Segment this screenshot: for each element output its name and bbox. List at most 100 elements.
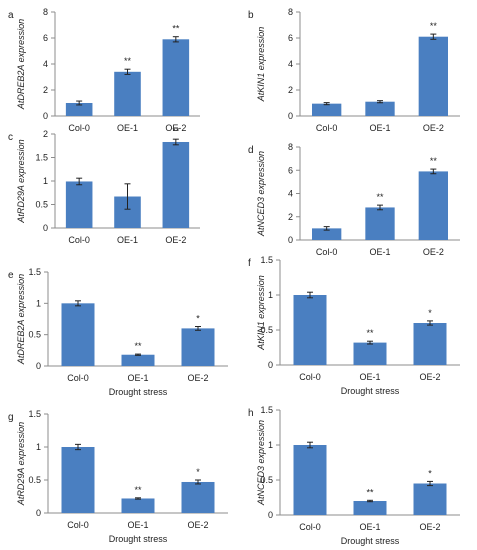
x-axis-label: Drought stress [341,386,400,396]
panel-label: d [248,145,254,156]
y-tick-label: 0 [288,111,293,121]
bar [65,103,93,116]
significance-label: * [196,467,200,477]
bar [365,101,395,116]
significance-label: ** [172,126,180,136]
panel-label: h [248,408,254,419]
x-tick-label: OE-1 [117,235,138,245]
significance-label: * [428,468,432,478]
bar [312,228,342,240]
bar [61,447,95,513]
y-axis-label: AtRD29A expression [16,422,26,506]
x-tick-label: OE-1 [127,520,148,530]
bar [181,481,215,513]
x-tick-label: Col-0 [299,522,321,532]
significance-label: * [196,314,200,324]
y-tick-label: 0.5 [260,325,273,335]
bar [365,207,395,240]
x-axis-label: Drought stress [109,534,168,544]
bar [114,71,141,116]
bar [293,295,327,365]
x-tick-label: OE-2 [187,520,208,530]
panel-label: f [248,258,251,269]
x-tick-label: Col-0 [316,247,338,257]
bar [293,445,327,515]
y-axis-label: AtNCED3 expression [256,151,266,237]
y-tick-label: 0 [36,361,41,371]
x-tick-label: Col-0 [68,235,90,245]
significance-label: ** [134,485,142,495]
bar [418,36,448,117]
x-tick-label: Col-0 [67,520,89,530]
bar [162,141,190,228]
x-tick-label: Col-0 [316,123,338,133]
y-tick-label: 0 [43,111,48,121]
y-tick-label: 4 [288,59,293,69]
significance-label: ** [172,24,180,34]
significance-label: ** [134,341,142,351]
y-tick-label: 1 [43,176,48,186]
y-tick-label: 6 [288,165,293,175]
y-tick-label: 2 [288,212,293,222]
bar [121,498,155,513]
y-tick-label: 1 [36,298,41,308]
y-tick-label: 0.5 [28,475,41,485]
panel-label: c [8,132,13,143]
bar [121,354,155,366]
significance-label: ** [430,156,438,166]
y-tick-label: 1.5 [260,255,273,265]
bar [162,39,190,116]
x-tick-label: Col-0 [68,123,90,133]
y-tick-label: 6 [288,33,293,43]
x-tick-label: OE-1 [369,123,390,133]
bar [61,303,95,366]
y-tick-label: 1 [268,290,273,300]
y-tick-label: 0 [288,235,293,245]
bar [312,103,342,116]
y-tick-label: 0.5 [35,200,48,210]
x-tick-label: OE-2 [165,123,186,133]
x-tick-label: OE-2 [165,235,186,245]
y-tick-label: 0.5 [260,475,273,485]
y-tick-label: 1.5 [28,267,41,277]
significance-label: ** [124,56,132,66]
panel-label: g [8,412,14,423]
y-tick-label: 1 [268,440,273,450]
y-axis-label: AtNCED3 expression [256,420,266,506]
y-axis-label: AtDREB2A expression [16,19,26,110]
y-tick-label: 0.5 [28,330,41,340]
y-tick-label: 1.5 [28,409,41,419]
significance-label: ** [430,21,438,31]
y-tick-label: 4 [43,59,48,69]
bar [65,181,93,228]
x-axis-label: Drought stress [341,536,400,546]
y-tick-label: 6 [43,33,48,43]
x-tick-label: OE-2 [419,522,440,532]
y-axis-label: AtDREB2A expression [16,274,26,365]
x-tick-label: OE-1 [117,123,138,133]
y-tick-label: 1.5 [35,153,48,163]
y-tick-label: 0 [36,508,41,518]
y-tick-label: 0 [268,510,273,520]
x-tick-label: OE-1 [359,372,380,382]
significance-label: ** [366,328,374,338]
y-tick-label: 8 [288,7,293,17]
y-tick-label: 1.5 [260,405,273,415]
bar [353,501,387,515]
x-tick-label: OE-1 [369,247,390,257]
panel-label: a [8,10,14,21]
bar [181,328,215,366]
significance-label: ** [376,192,384,202]
significance-label: ** [366,487,374,497]
y-axis-label: AtKIN1 expression [256,27,266,103]
panel-label: e [8,270,14,281]
y-tick-label: 2 [43,129,48,139]
bar [413,483,447,515]
y-tick-label: 1 [36,442,41,452]
y-tick-label: 2 [288,85,293,95]
